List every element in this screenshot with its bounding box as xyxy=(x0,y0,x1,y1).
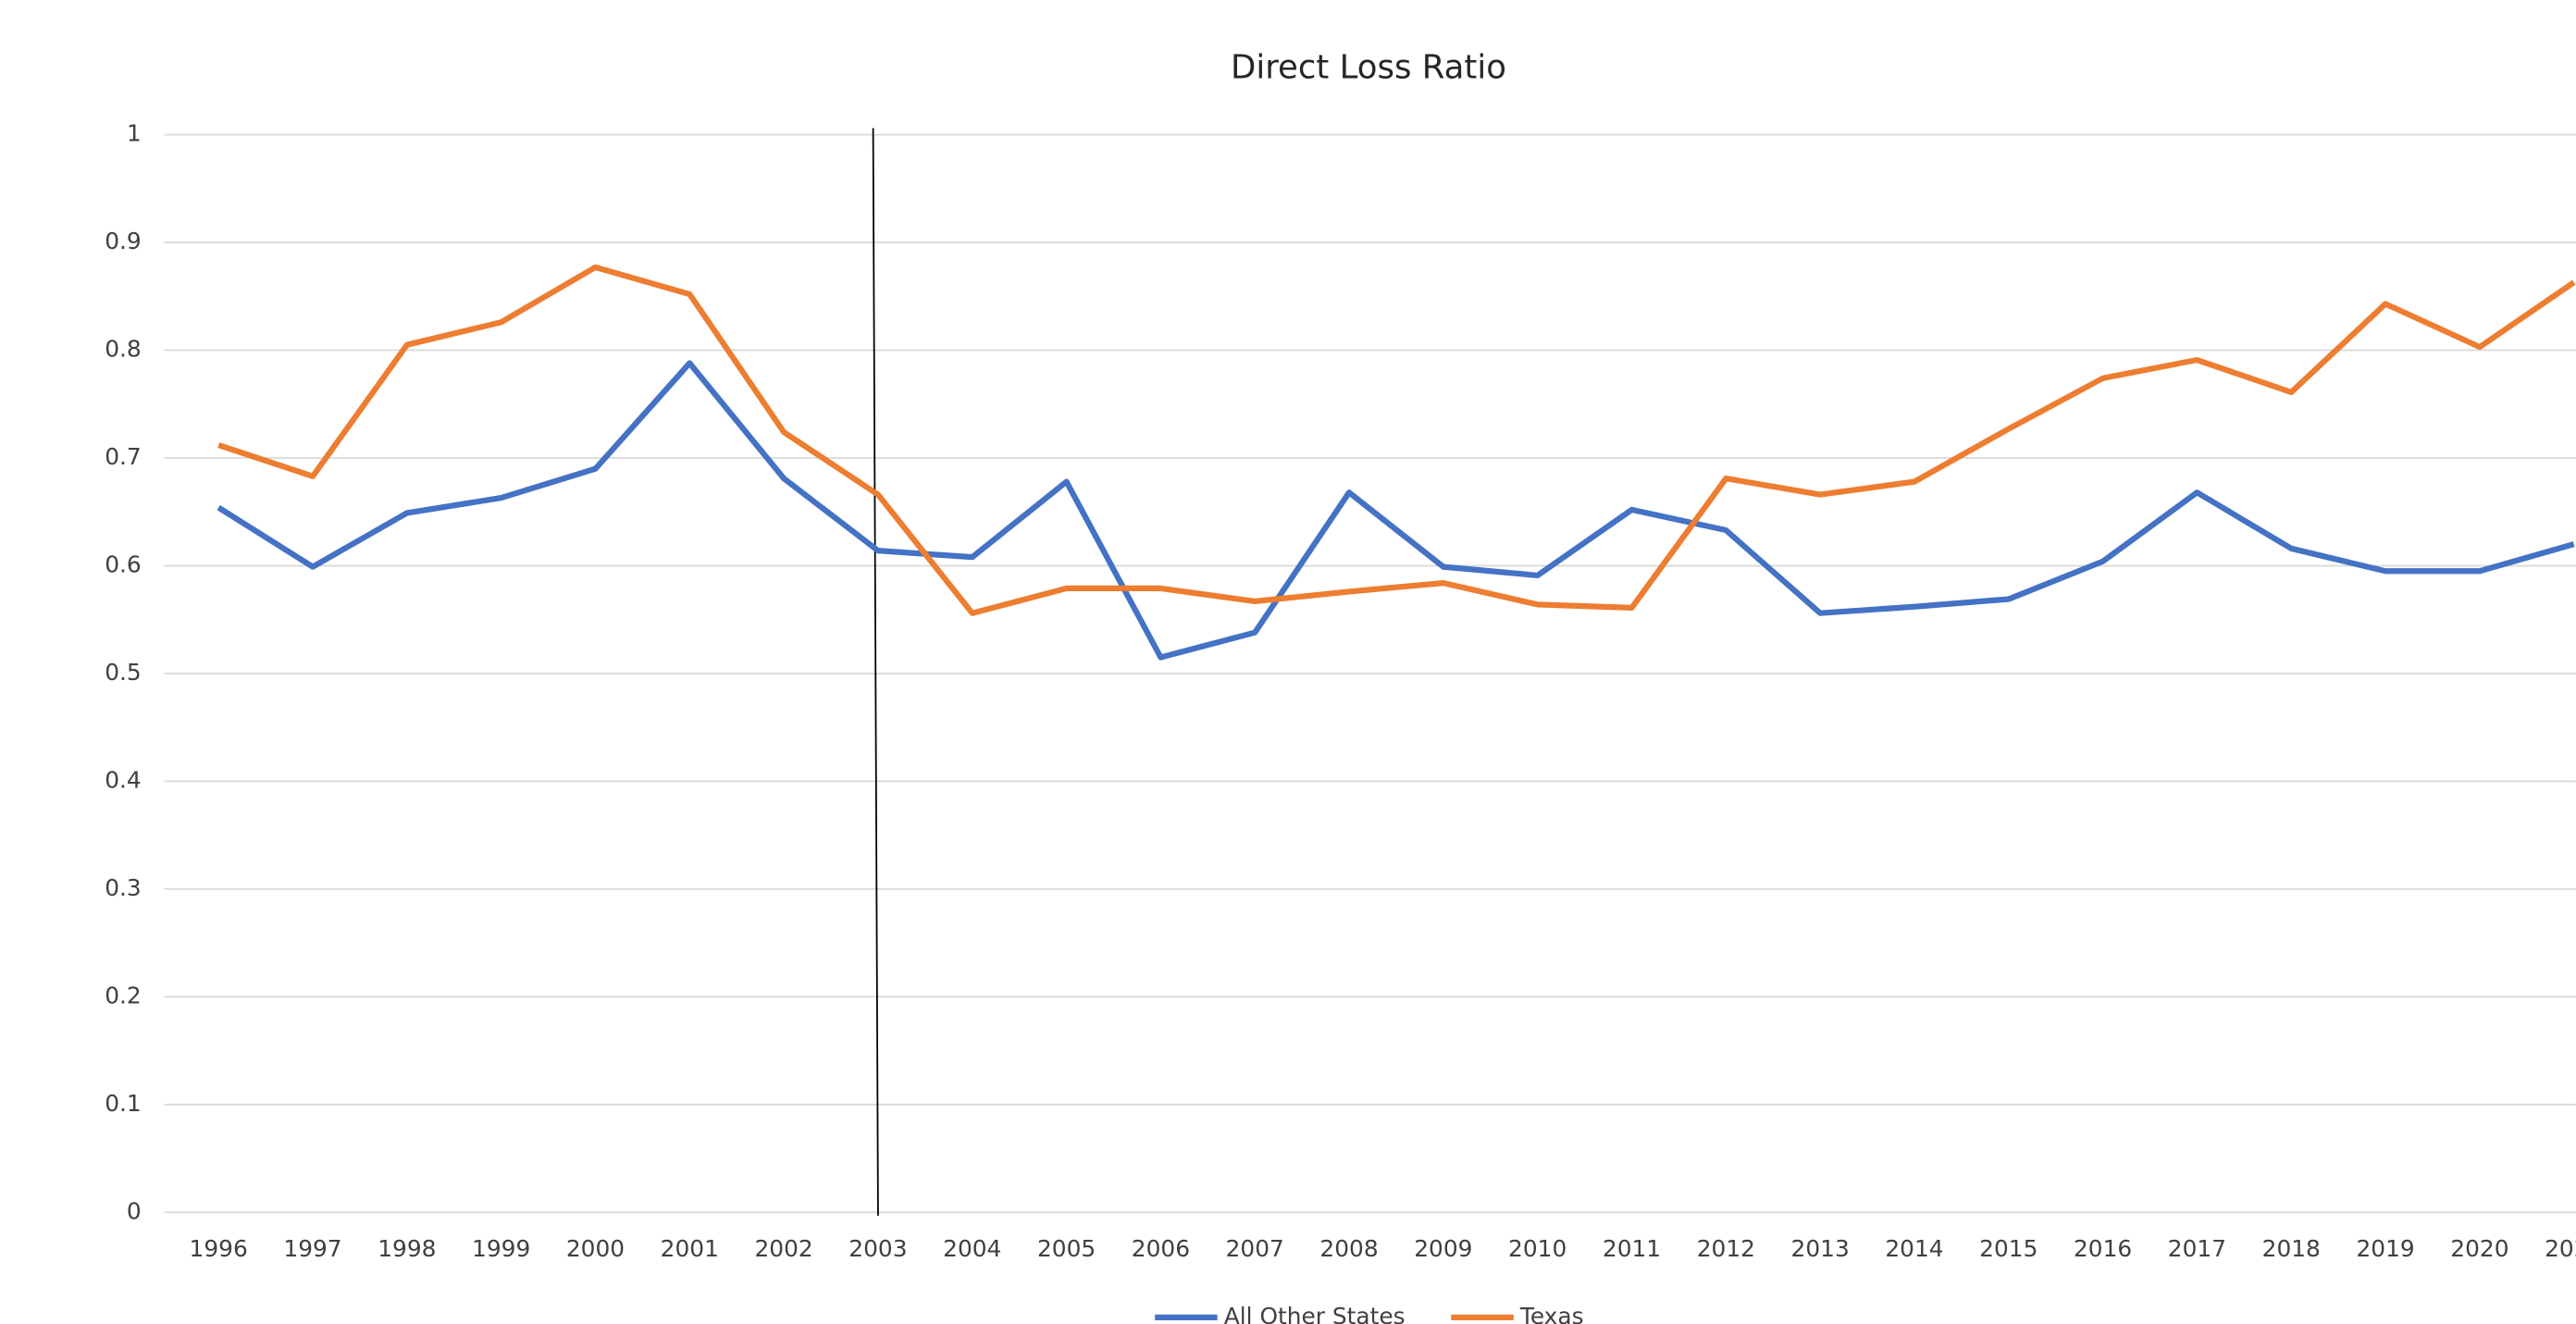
y-tick-label: 1 xyxy=(127,120,142,147)
x-tick-label: 2009 xyxy=(1414,1235,1472,1262)
x-tick-label: 2015 xyxy=(1979,1235,2037,1262)
x-tick-label: 2011 xyxy=(1603,1235,1661,1262)
x-tick-label: 2014 xyxy=(1885,1235,1943,1262)
y-tick-label: 0.6 xyxy=(105,551,142,577)
x-tick-label: 1997 xyxy=(283,1235,341,1262)
reference-line xyxy=(872,128,879,1216)
y-tick-label: 0 xyxy=(127,1197,142,1224)
x-tick-label: 2020 xyxy=(2450,1235,2508,1262)
y-tick-label: 0.5 xyxy=(105,659,142,686)
x-tick-label: 1998 xyxy=(378,1235,436,1262)
x-tick-label: 2004 xyxy=(943,1235,1001,1262)
x-tick-label: 2012 xyxy=(1697,1235,1755,1262)
x-tick-label: 2002 xyxy=(755,1235,813,1262)
x-tick-label: 2010 xyxy=(1508,1235,1567,1262)
series-line xyxy=(217,264,2576,616)
chart-title: Direct Loss Ratio xyxy=(1231,49,1506,87)
x-tick-label: 2000 xyxy=(566,1235,625,1262)
y-tick-label: 0.1 xyxy=(105,1090,142,1117)
x-tick-label: 2021 xyxy=(2545,1235,2576,1262)
legend-label: Texas xyxy=(1519,1303,1584,1324)
y-tick-label: 0.3 xyxy=(105,874,142,901)
y-tick-label: 0.2 xyxy=(105,982,142,1008)
y-tick-label: 0.7 xyxy=(105,443,142,470)
x-tick-label: 2016 xyxy=(2074,1235,2132,1262)
x-tick-label: 2005 xyxy=(1037,1235,1096,1262)
series-line xyxy=(217,360,2575,661)
x-tick-label: 2001 xyxy=(661,1235,719,1262)
x-tick-label: 1999 xyxy=(472,1235,530,1262)
y-tick-label: 0.4 xyxy=(105,766,142,793)
x-tick-label: 2018 xyxy=(2262,1235,2321,1262)
x-tick-label: 2013 xyxy=(1791,1235,1850,1262)
x-tick-label: 2008 xyxy=(1319,1235,1378,1262)
y-tick-label: 0.9 xyxy=(105,228,142,254)
x-tick-label: 2007 xyxy=(1226,1235,1284,1262)
y-tick-label: 0.8 xyxy=(105,336,142,363)
x-tick-label: 2003 xyxy=(848,1235,907,1262)
x-tick-label: 1996 xyxy=(190,1235,248,1262)
x-tick-label: 2017 xyxy=(2168,1235,2226,1262)
x-tick-label: 2019 xyxy=(2356,1235,2414,1262)
x-tick-label: 2006 xyxy=(1132,1235,1190,1262)
legend-label: All Other States xyxy=(1224,1303,1406,1324)
